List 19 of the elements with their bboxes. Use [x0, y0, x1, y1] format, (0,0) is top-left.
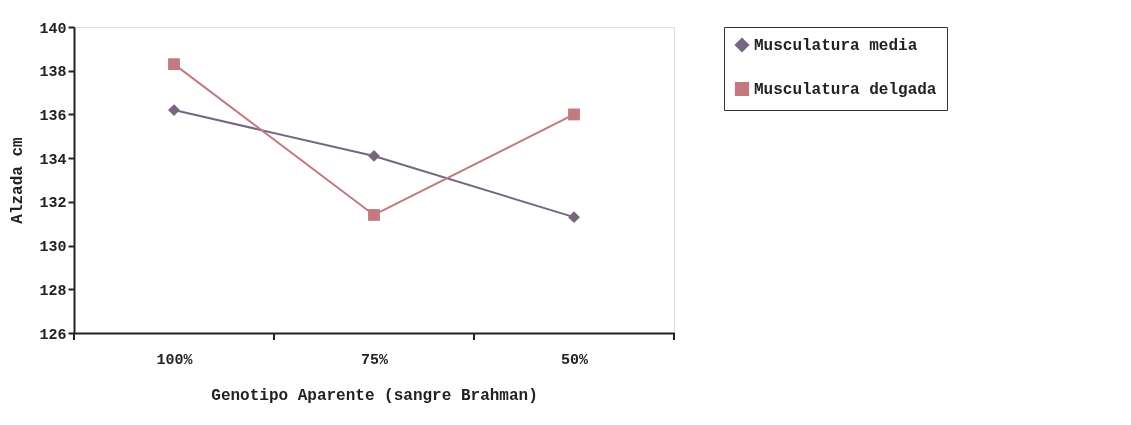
y-tick-label: 134	[39, 151, 67, 169]
y-tick-label: 138	[39, 64, 67, 82]
legend-label: Musculatura delgada	[754, 81, 937, 99]
x-tick-label: 100%	[156, 351, 194, 369]
y-tick-label: 136	[39, 107, 67, 125]
y-tick-label: 132	[39, 195, 67, 213]
x-tick-label: 75%	[360, 351, 389, 369]
y-axis-title: Alzada cm	[9, 136, 28, 224]
y-tick-label: 128	[39, 282, 67, 300]
legend-label: Musculatura media	[754, 37, 918, 55]
point	[168, 58, 180, 71]
y-tick-label: 140	[39, 20, 67, 38]
y-tick-label: 130	[39, 239, 67, 257]
x-tick-label: 50%	[560, 351, 589, 369]
y-tick-label: 126	[39, 326, 67, 344]
point	[368, 209, 380, 221]
x-axis-title: Genotipo Aparente (sangre Brahman)	[211, 386, 538, 405]
point	[568, 108, 580, 121]
point	[568, 211, 580, 224]
